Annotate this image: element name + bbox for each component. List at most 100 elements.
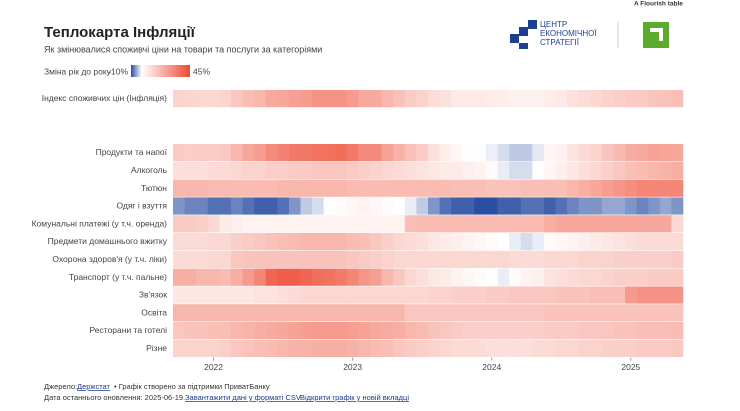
heat-cell bbox=[543, 233, 556, 251]
heat-cell bbox=[288, 90, 301, 108]
heat-cell bbox=[532, 161, 545, 179]
heat-cell bbox=[393, 90, 406, 108]
heat-cell bbox=[451, 286, 464, 304]
heat-cell bbox=[485, 250, 498, 268]
row-label: Освіта bbox=[141, 307, 167, 317]
heat-cell bbox=[381, 339, 394, 357]
heat-cell bbox=[555, 179, 568, 197]
heat-cell bbox=[393, 250, 406, 268]
heat-cell bbox=[648, 161, 661, 179]
heat-cell bbox=[254, 233, 267, 251]
heat-cell bbox=[393, 339, 406, 357]
heat-cell bbox=[451, 250, 464, 268]
heat-cell bbox=[509, 233, 522, 251]
heat-cell bbox=[173, 197, 185, 215]
heat-cell bbox=[404, 339, 417, 357]
heat-cell bbox=[288, 144, 301, 162]
heat-cell bbox=[451, 339, 464, 357]
heat-cell bbox=[509, 339, 522, 357]
heat-cell bbox=[671, 304, 684, 322]
heat-cell bbox=[242, 322, 255, 340]
heat-cell bbox=[207, 339, 220, 357]
heat-cell bbox=[370, 215, 382, 233]
heat-cell bbox=[567, 197, 579, 215]
heat-cell bbox=[277, 250, 290, 268]
source-link[interactable]: Держстат bbox=[77, 382, 111, 391]
heat-cell bbox=[207, 233, 220, 251]
heat-cell bbox=[288, 286, 301, 304]
heat-cell bbox=[532, 339, 545, 357]
heat-cell bbox=[555, 215, 568, 233]
heat-cell bbox=[335, 304, 348, 322]
heat-cell bbox=[601, 268, 614, 286]
heat-cell bbox=[439, 90, 452, 108]
heat-cell bbox=[219, 161, 232, 179]
heat-cell bbox=[323, 144, 336, 162]
heat-cell bbox=[462, 286, 475, 304]
heat-cell bbox=[474, 215, 487, 233]
heat-cell bbox=[636, 339, 649, 357]
heat-cell bbox=[636, 250, 649, 268]
heat-cell bbox=[636, 286, 649, 304]
heat-cell bbox=[439, 215, 452, 233]
heat-cell bbox=[636, 90, 649, 108]
row-label: Зв'язок bbox=[139, 290, 167, 300]
heat-cell bbox=[196, 286, 209, 304]
chart-subtitle: Як змінювалися споживчі ціни на товари т… bbox=[44, 44, 322, 54]
heat-cell bbox=[509, 144, 522, 162]
heat-cell bbox=[590, 250, 603, 268]
heat-cell bbox=[485, 161, 498, 179]
source-label: Джерело: bbox=[44, 382, 77, 391]
heat-cell bbox=[485, 179, 498, 197]
heat-cell bbox=[207, 197, 220, 215]
heat-cell bbox=[416, 161, 429, 179]
row-label: Одяг і взуття bbox=[116, 201, 167, 211]
heat-cell bbox=[659, 339, 672, 357]
heat-cell bbox=[300, 322, 313, 340]
heat-cell bbox=[277, 286, 290, 304]
row-label: Різне bbox=[146, 343, 167, 353]
heat-cell bbox=[543, 250, 556, 268]
download-link[interactable]: Завантажити дані у форматі CSV bbox=[185, 393, 301, 402]
heat-cell bbox=[242, 286, 255, 304]
heat-cell bbox=[173, 322, 185, 340]
heat-cell bbox=[613, 179, 626, 197]
heat-cell bbox=[196, 339, 209, 357]
heat-cell bbox=[567, 250, 579, 268]
heat-cell bbox=[578, 144, 591, 162]
flourish-credit[interactable]: A Flourish table bbox=[634, 1, 683, 8]
heat-cell bbox=[416, 215, 429, 233]
heat-cell bbox=[184, 144, 197, 162]
heat-cell bbox=[335, 286, 348, 304]
heat-cell bbox=[509, 179, 522, 197]
open-link[interactable]: Відкрити графік у новій вкладці bbox=[300, 393, 409, 402]
heat-cell bbox=[277, 233, 290, 251]
heat-cell bbox=[346, 197, 359, 215]
heat-cell bbox=[207, 90, 220, 108]
heat-cell bbox=[254, 179, 267, 197]
heat-cell bbox=[625, 144, 637, 162]
heat-cell bbox=[254, 197, 267, 215]
heat-cell bbox=[439, 339, 452, 357]
heat-cell bbox=[485, 304, 498, 322]
heat-cell bbox=[254, 215, 267, 233]
heat-cell bbox=[520, 179, 533, 197]
heat-cell bbox=[555, 144, 568, 162]
heat-cell bbox=[184, 215, 197, 233]
heat-cell bbox=[474, 250, 487, 268]
heat-cell bbox=[196, 90, 209, 108]
heat-cell bbox=[230, 268, 243, 286]
heat-cell bbox=[173, 179, 185, 197]
heat-cell bbox=[173, 286, 185, 304]
heat-cell bbox=[230, 322, 243, 340]
heat-cell bbox=[532, 179, 545, 197]
heat-cell bbox=[659, 304, 672, 322]
heat-cell bbox=[590, 322, 603, 340]
heat-cell bbox=[671, 339, 684, 357]
heat-cell bbox=[265, 304, 278, 322]
heat-cell bbox=[451, 304, 464, 322]
heat-cell bbox=[659, 90, 672, 108]
heat-cell bbox=[625, 322, 637, 340]
heat-cell bbox=[254, 144, 267, 162]
heat-cell bbox=[543, 268, 556, 286]
